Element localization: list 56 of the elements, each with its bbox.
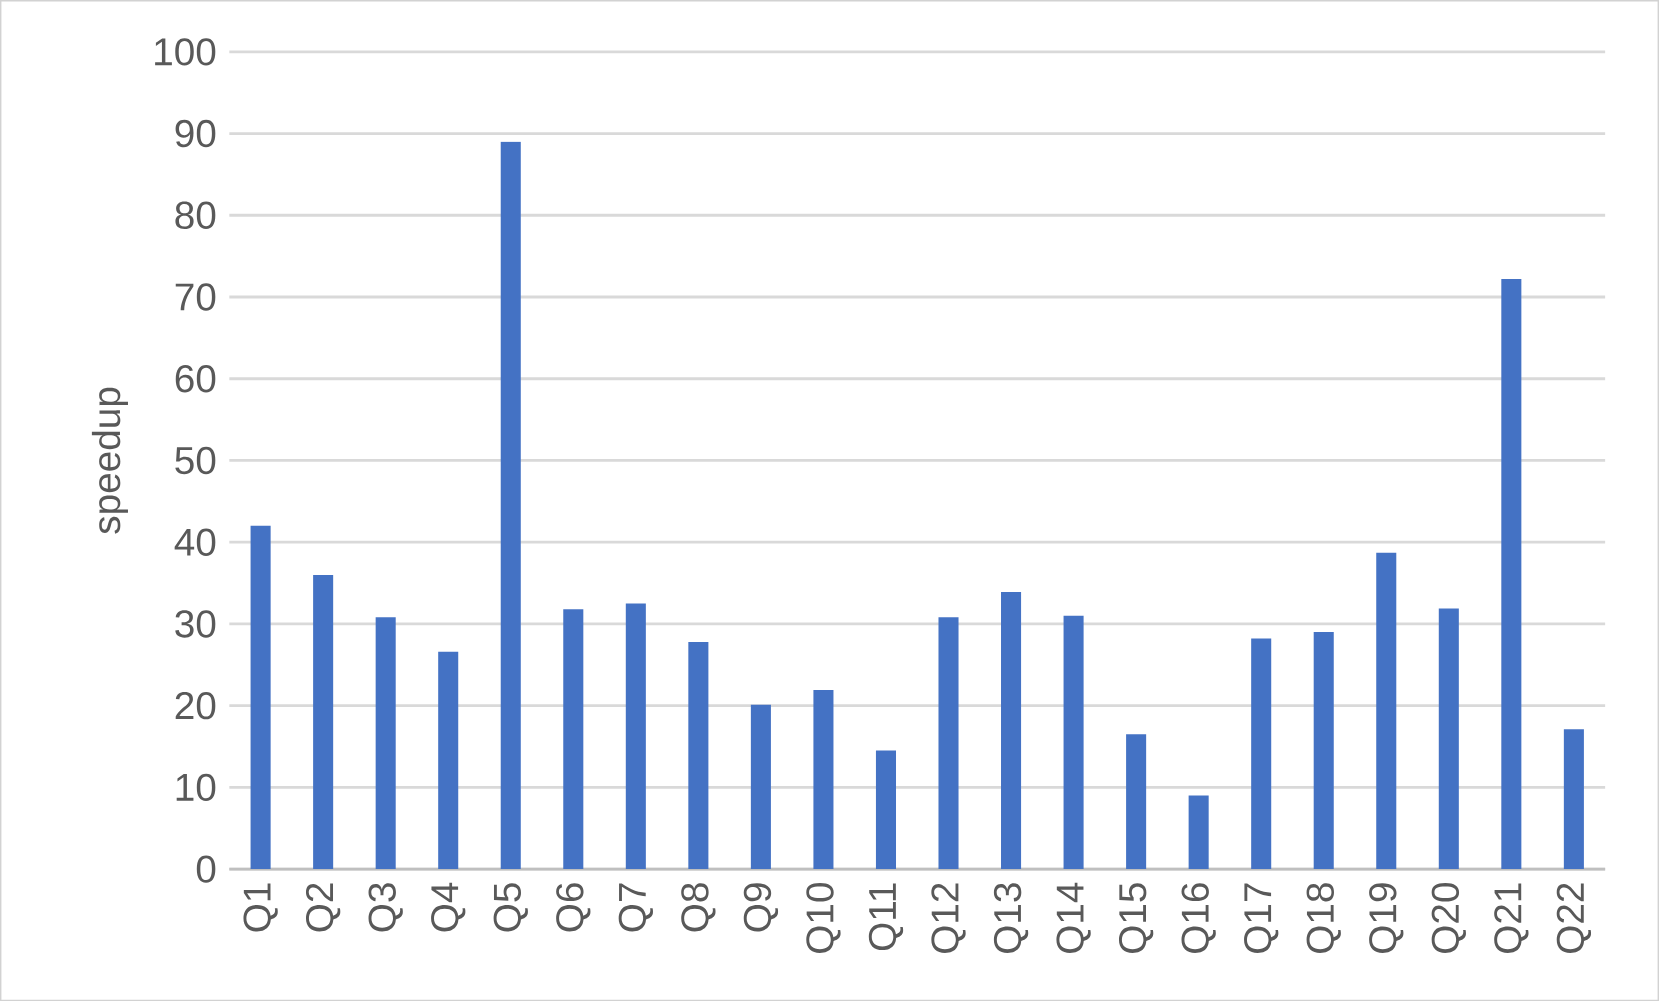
x-tick-label: Q5 (493, 883, 528, 932)
x-tick-label: Q7 (618, 883, 653, 932)
bar (813, 690, 834, 870)
bar (1501, 278, 1522, 870)
x-tick-label: Q9 (743, 883, 779, 932)
y-tick-label: 10 (176, 773, 216, 802)
y-tick-label: 100 (155, 38, 216, 66)
x-tick-label: Q10 (806, 883, 841, 953)
y-tick-label: 70 (175, 283, 216, 311)
bar (1188, 795, 1209, 870)
x-tick-label: Q12 (931, 883, 966, 953)
x-tick-label: Q22 (1556, 883, 1592, 953)
bar (750, 704, 771, 870)
x-tick-label: Q15 (1118, 883, 1154, 953)
bar (1563, 729, 1584, 870)
bar (438, 651, 459, 870)
bar (688, 641, 709, 870)
y-tick-label: 40 (174, 528, 216, 556)
x-tick-label: Q20 (1431, 883, 1466, 953)
y-tick-label: 60 (175, 364, 216, 393)
y-tick-label: 30 (175, 610, 216, 638)
bar (875, 750, 897, 870)
bar (1063, 615, 1084, 870)
y-tick-label: 90 (175, 119, 216, 148)
bar (500, 141, 521, 870)
x-tick-label: Q3 (368, 883, 403, 932)
x-tick-label: Q6 (556, 883, 591, 932)
x-tick-label: Q14 (1056, 882, 1091, 953)
x-tick-label: Q18 (1306, 883, 1341, 953)
x-tick-label: Q4 (431, 882, 466, 932)
x-tick-label: Q8 (681, 883, 716, 932)
bar (625, 603, 646, 870)
bar (375, 617, 396, 870)
y-tick-label: 0 (196, 855, 216, 883)
x-tick-label: Q17 (1244, 883, 1279, 953)
x-tick-label: Q2 (305, 883, 341, 932)
bar (1251, 638, 1272, 870)
y-tick-label: 80 (175, 201, 216, 229)
y-tick-label: 50 (175, 446, 216, 475)
x-tick-label: Q16 (1181, 883, 1216, 953)
y-tick-label: 20 (175, 691, 216, 720)
bar (250, 525, 271, 870)
y-axis-title: speedup (91, 387, 128, 534)
bar (1126, 734, 1147, 870)
bar (938, 617, 959, 870)
bar (563, 609, 584, 870)
x-tick-label: Q1 (243, 883, 278, 932)
bar (313, 574, 334, 870)
x-tick-label: Q11 (868, 883, 904, 951)
bar (1001, 591, 1022, 870)
x-tick-label: Q13 (993, 883, 1029, 953)
bar (1376, 552, 1397, 870)
bar (1313, 632, 1334, 870)
x-tick-label: Q21 (1494, 883, 1529, 953)
bar (1438, 608, 1459, 870)
x-tick-label: Q19 (1369, 883, 1404, 953)
